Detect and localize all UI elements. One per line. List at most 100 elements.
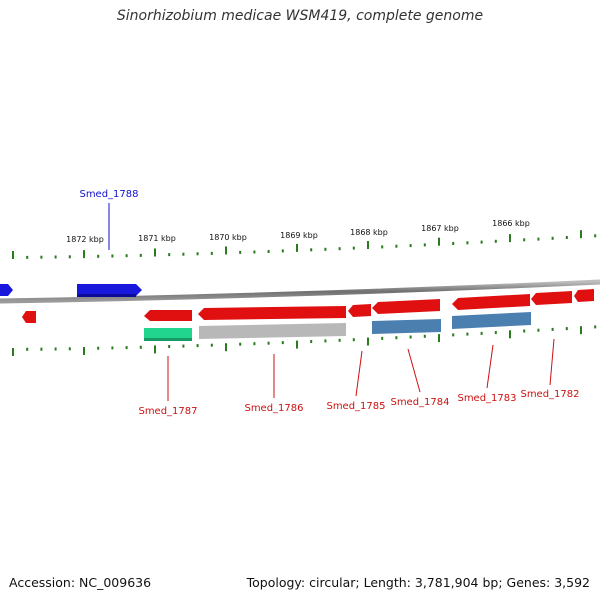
gene-label-smed-1784[interactable]: Smed_1784: [390, 397, 449, 408]
minor-tick: [54, 347, 57, 351]
scale-label: 1867 kbp: [421, 224, 459, 233]
minor-tick: [239, 342, 242, 346]
minor-tick: [196, 252, 199, 256]
feature-smed-1786[interactable]: [199, 323, 346, 339]
minor-tick: [352, 246, 355, 250]
major-tick: [438, 237, 440, 246]
minor-tick: [523, 238, 526, 242]
gene-label-smed-1782[interactable]: Smed_1782: [520, 389, 579, 400]
minor-tick: [352, 338, 355, 342]
scale-ticks-top: [12, 230, 597, 259]
minor-tick: [281, 249, 284, 253]
major-tick: [580, 230, 582, 239]
minor-tick: [338, 338, 341, 342]
minor-tick: [494, 331, 497, 335]
major-tick: [509, 330, 511, 339]
protein-feature-smed-1783[interactable]: [452, 312, 531, 329]
gene-arrow-smed-1784[interactable]: [372, 299, 440, 314]
minor-tick: [125, 346, 128, 350]
minor-tick: [210, 251, 213, 255]
minor-tick: [324, 339, 327, 343]
major-tick: [83, 250, 85, 259]
major-tick: [438, 334, 440, 343]
scale-label: 1869 kbp: [280, 231, 318, 240]
gene-label-smed-1788[interactable]: Smed_1788: [79, 189, 138, 200]
minor-tick: [210, 343, 213, 347]
minor-tick: [423, 334, 426, 338]
gene-arrow-smed-1785[interactable]: [348, 304, 371, 317]
minor-tick: [267, 250, 270, 253]
minor-tick: [381, 336, 384, 340]
minor-tick: [324, 247, 327, 251]
gene-labels: Smed_1788 Smed_1787 Smed_1786 Smed_1785 …: [79, 189, 579, 417]
gene-arrow-edge-right[interactable]: [574, 289, 594, 302]
minor-tick: [409, 244, 412, 248]
accession-text: Accession: NC_009636: [9, 575, 152, 590]
minor-tick: [26, 347, 29, 351]
gene-label-smed-1786[interactable]: Smed_1786: [244, 403, 303, 414]
minor-tick: [466, 241, 469, 245]
minor-tick: [40, 347, 43, 351]
label-leader-lines: [108, 203, 555, 401]
minor-tick: [537, 237, 540, 241]
minor-tick: [139, 345, 142, 349]
gene-label-smed-1783[interactable]: Smed_1783: [457, 393, 516, 404]
minor-tick: [523, 329, 526, 333]
rna-feature-smed-1787[interactable]: [144, 328, 192, 341]
gene-arrow-smed-1787[interactable]: [144, 310, 192, 321]
minor-tick: [68, 255, 71, 259]
minor-tick: [267, 341, 270, 345]
minor-tick: [409, 335, 412, 339]
minor-tick: [111, 346, 114, 350]
minor-tick: [97, 346, 100, 350]
major-tick: [12, 251, 14, 259]
rna-feature-shadow: [144, 338, 192, 341]
minor-tick: [168, 345, 171, 348]
protein-feature-smed-1784[interactable]: [372, 319, 441, 334]
gene-label-smed-1785[interactable]: Smed_1785: [326, 401, 385, 412]
scale-label: 1870 kbp: [209, 233, 247, 242]
minor-tick: [466, 332, 469, 336]
minor-tick: [594, 325, 597, 329]
minor-tick: [551, 236, 554, 240]
minor-tick: [537, 328, 540, 332]
minor-tick: [551, 327, 554, 331]
major-tick: [296, 243, 298, 252]
minor-tick: [480, 331, 483, 335]
gene-arrow-smed-1783[interactable]: [452, 294, 530, 310]
minor-tick: [253, 342, 256, 346]
major-tick: [367, 241, 369, 249]
scale-labels: 1872 kbp 1871 kbp 1870 kbp 1869 kbp 1868…: [66, 219, 530, 244]
minor-tick: [565, 327, 568, 331]
minor-tick: [40, 255, 43, 259]
minor-tick: [26, 255, 29, 259]
minor-tick: [68, 347, 71, 351]
scale-label: 1866 kbp: [492, 219, 530, 228]
major-tick: [367, 337, 369, 346]
major-tick: [154, 248, 156, 257]
minor-tick: [111, 254, 114, 258]
gene-arrow-smed-1788[interactable]: [77, 284, 142, 296]
scale-label: 1868 kbp: [350, 228, 388, 237]
minor-tick: [182, 252, 185, 256]
minor-tick: [565, 236, 568, 239]
major-tick: [12, 348, 14, 356]
page-title: Sinorhizobium medicae WSM419, complete g…: [116, 8, 484, 24]
gene-arrow-small-left[interactable]: [22, 311, 36, 323]
gene-arrow-smed-1782[interactable]: [531, 291, 572, 305]
minor-tick: [139, 253, 142, 257]
minor-tick: [54, 255, 57, 259]
major-tick: [580, 326, 582, 335]
gene-arrow-edge-left[interactable]: [0, 284, 13, 296]
major-tick: [225, 343, 227, 352]
minor-tick: [480, 240, 483, 244]
gene-arrow-smed-1786[interactable]: [198, 306, 346, 320]
leader-line: [549, 338, 555, 386]
gene-arrow-shadow: [77, 294, 136, 297]
minor-tick: [253, 250, 256, 254]
minor-tick: [395, 336, 398, 340]
major-tick: [83, 347, 85, 355]
gene-label-smed-1787[interactable]: Smed_1787: [138, 406, 197, 417]
minor-tick: [281, 341, 284, 345]
